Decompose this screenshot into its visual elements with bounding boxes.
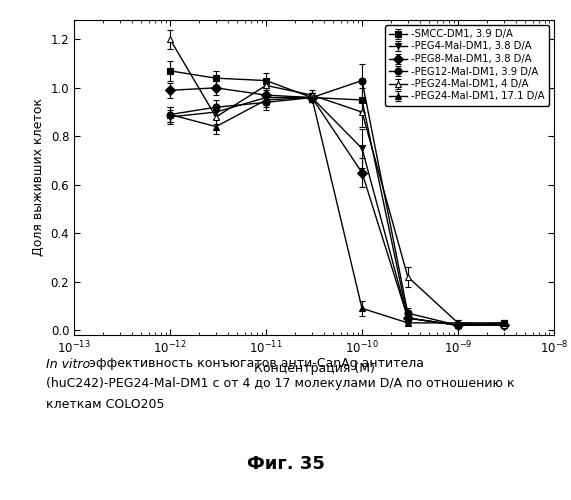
Text: эффективность конъюгатов анти-CanAg антитела: эффективность конъюгатов анти-CanAg анти… <box>85 358 424 370</box>
Text: Фиг. 35: Фиг. 35 <box>247 455 324 473</box>
Text: клеткам COLO205: клеткам COLO205 <box>46 398 164 410</box>
X-axis label: Концентрация (М): Концентрация (М) <box>254 362 375 375</box>
Text: In vitro: In vitro <box>46 358 90 370</box>
Y-axis label: Доля выживших клеток: Доля выживших клеток <box>32 98 45 256</box>
Legend: -SMCC-DM1, 3.9 D/A, -PEG4-Mal-DM1, 3.8 D/A, -PEG8-Mal-DM1, 3.8 D/A, -PEG12-Mal-D: -SMCC-DM1, 3.9 D/A, -PEG4-Mal-DM1, 3.8 D… <box>385 25 549 105</box>
Text: (huC242)-PEG24-Mal-DM1 с от 4 до 17 молекулами D/A по отношению к: (huC242)-PEG24-Mal-DM1 с от 4 до 17 моле… <box>46 378 514 390</box>
